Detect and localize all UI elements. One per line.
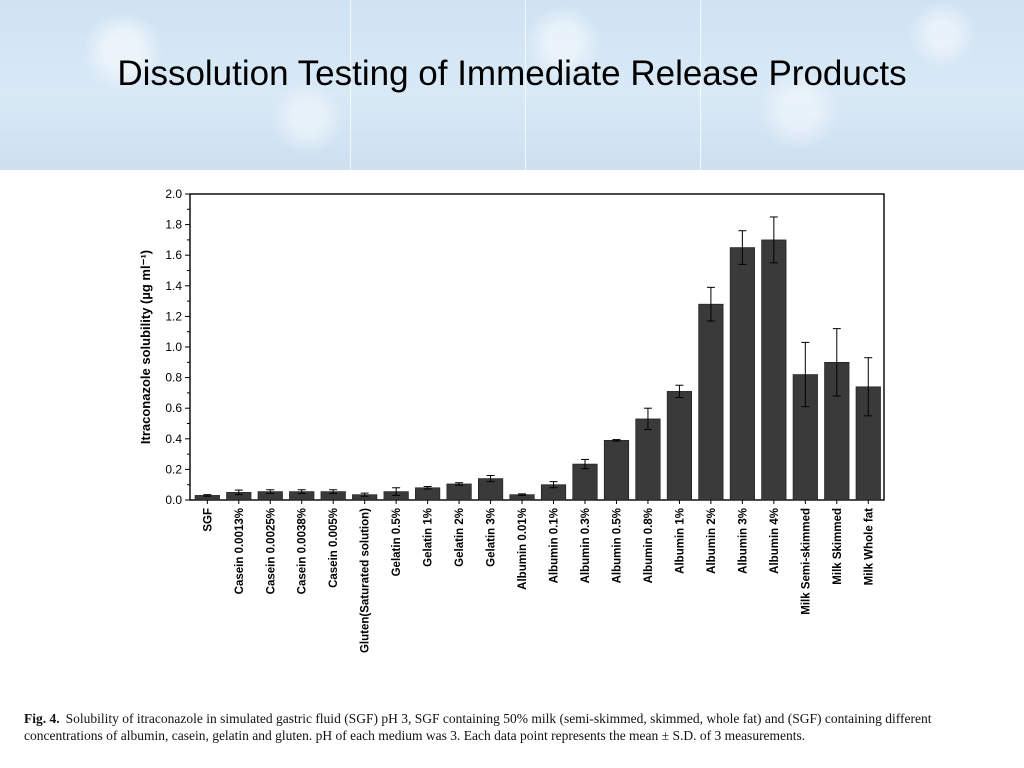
bar <box>415 487 441 501</box>
caption-text: Solubility of itraconazole in simulated … <box>24 711 932 743</box>
x-tick-label: Casein 0.0038% <box>297 508 309 594</box>
caption-label: Fig. 4. <box>24 711 60 726</box>
bar-chart: 0.0 0.2 0.4 0.6 0.8 1.0 1.2 1.4 1.6 1.8 2.0 Itracon… <box>138 187 885 653</box>
y-tick-label: 0.8 <box>165 371 182 385</box>
bar <box>572 463 598 501</box>
bar <box>761 239 787 501</box>
y-axis-title: Itraconazole solubility (µg ml⁻¹) <box>138 250 153 444</box>
y-tick-label: 1.6 <box>165 248 182 262</box>
x-tick-label: Albumin 0.3% <box>580 508 592 583</box>
bar <box>698 303 724 501</box>
bar <box>603 440 630 501</box>
x-tick-label: Albumin 0.01% <box>517 508 529 590</box>
y-tick-label: 0.4 <box>165 432 182 446</box>
y-tick-label: 1.0 <box>165 340 182 354</box>
header-divider <box>350 0 351 170</box>
x-tick-label: SGF <box>202 508 214 532</box>
x-tick-label: Gelatin 0.5% <box>391 508 403 576</box>
chart-figure: 0.0 0.2 0.4 0.6 0.8 1.0 1.2 1.4 1.6 1.8 2.0 Itracon… <box>136 172 888 704</box>
y-tick-label: 0.6 <box>165 401 182 415</box>
y-tick-label: 1.8 <box>165 218 182 232</box>
x-tick-label: Albumin 1% <box>674 508 686 574</box>
x-tick-label: Milk Semi-skimmed <box>800 508 812 615</box>
x-tick-label: Gluten(Saturated solution) <box>360 508 372 653</box>
y-tick-label: 0.2 <box>165 462 182 476</box>
slide-header: Dissolution Testing of Immediate Release… <box>0 0 1024 170</box>
x-tick-label: Gelatin 1% <box>423 508 435 567</box>
y-tick-label: 1.4 <box>165 279 182 293</box>
x-tick-label: Albumin 3% <box>737 508 749 574</box>
x-tick-label: Gelatin 3% <box>486 508 498 567</box>
x-tick-label: Milk Skimmed <box>832 508 844 585</box>
bar <box>666 391 692 501</box>
figure-caption: Fig. 4. Solubility of itraconazole in sim… <box>24 710 1008 744</box>
x-tick-label: Albumin 0.1% <box>549 508 561 583</box>
header-divider <box>525 0 526 170</box>
x-tick-label: Albumin 4% <box>769 508 781 574</box>
y-tick-label: 0.0 <box>165 493 182 507</box>
bar <box>635 418 661 501</box>
x-tick-label: Albumin 0.5% <box>611 508 623 583</box>
x-tick-label: Albumin 2% <box>706 508 718 574</box>
slide-title: Dissolution Testing of Immediate Release… <box>117 54 907 93</box>
x-tick-label: Milk Whole fat <box>863 508 875 585</box>
bar <box>446 483 472 501</box>
bar <box>729 247 755 501</box>
x-tick-label: Albumin 0.8% <box>643 508 655 583</box>
header-divider <box>700 0 701 170</box>
x-tick-label: Casein 0.0013% <box>234 508 246 594</box>
x-tick-label: Gelatin 2% <box>454 508 466 567</box>
x-tick-label: Casein 0.0025% <box>265 508 277 594</box>
y-tick-label: 2.0 <box>165 187 182 201</box>
x-tick-label: Casein 0.005% <box>328 508 340 588</box>
y-tick-label: 1.2 <box>165 309 182 323</box>
